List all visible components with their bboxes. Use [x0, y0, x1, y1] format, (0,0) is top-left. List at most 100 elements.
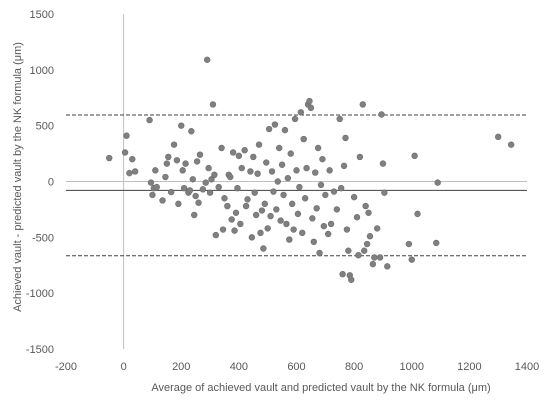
data-point [434, 179, 441, 186]
data-point [330, 188, 338, 195]
data-point [337, 185, 345, 192]
x-tick-label: 200 [172, 361, 190, 373]
data-point [327, 220, 335, 228]
data-point [242, 202, 250, 210]
data-point [376, 254, 384, 261]
x-tick-label: 400 [230, 361, 248, 373]
data-point [378, 111, 385, 118]
data-point [309, 215, 316, 222]
data-point [203, 56, 211, 63]
data-point [234, 185, 241, 192]
data-point [147, 179, 155, 186]
data-point [379, 160, 387, 167]
data-point [173, 157, 181, 164]
data-point [206, 189, 214, 196]
data-point [175, 200, 182, 208]
data-point [165, 153, 172, 161]
data-point [189, 176, 196, 183]
data-point [123, 132, 130, 139]
data-point [152, 167, 159, 174]
data-point [333, 206, 341, 213]
data-point [326, 167, 333, 174]
data-point [248, 234, 256, 241]
data-point [254, 170, 261, 177]
data-point [306, 97, 313, 105]
data-point [291, 115, 299, 123]
data-point [414, 210, 421, 218]
x-tick-label: 1400 [515, 361, 539, 373]
y-tick-label: -500 [32, 232, 54, 244]
data-point [310, 238, 317, 246]
data-point [300, 135, 307, 143]
data-point [290, 226, 297, 233]
data-point [373, 225, 381, 232]
x-tick-labels: -200 0 200 400 600 800 1000 1200 1400 [55, 361, 539, 373]
data-point [218, 144, 225, 152]
data-point [270, 188, 277, 195]
data-point [293, 167, 300, 174]
data-point [106, 154, 113, 162]
data-point [342, 134, 349, 142]
data-point [180, 185, 188, 192]
data-point [365, 209, 372, 216]
data-point [371, 254, 378, 261]
data-point [299, 229, 306, 237]
data-point [227, 173, 234, 181]
data-point [199, 186, 207, 193]
data-point [348, 276, 355, 283]
data-point [384, 263, 391, 270]
data-point [362, 202, 369, 210]
y-tick-label: -1000 [26, 288, 54, 300]
data-point [355, 252, 362, 259]
data-point [224, 202, 231, 210]
data-point [408, 256, 415, 263]
data-point [167, 188, 175, 196]
data-point [192, 192, 199, 200]
data-point [202, 179, 209, 186]
data-point [232, 209, 240, 216]
data-point [411, 152, 418, 160]
y-axis-title: Achieved vault - predicted vault by the … [12, 42, 24, 312]
data-point [343, 226, 351, 233]
data-point [153, 183, 160, 191]
data-point [261, 200, 269, 208]
data-point [359, 101, 366, 108]
data-point [260, 245, 267, 252]
data-point [336, 115, 343, 123]
y-tick-label: 0 [48, 177, 54, 189]
data-point [238, 164, 245, 172]
data-point [252, 211, 260, 219]
data-point [247, 168, 254, 175]
data-point [296, 183, 303, 191]
data-point [274, 178, 281, 185]
data-point [208, 176, 215, 183]
data-point [320, 222, 328, 230]
data-point [263, 159, 270, 166]
data-point [195, 199, 202, 206]
data-point [278, 161, 286, 168]
y-tick-labels: -1500 -1000 -500 0 500 1000 1500 [26, 9, 54, 356]
data-point [271, 121, 279, 128]
data-point [196, 151, 204, 158]
data-point [287, 150, 294, 157]
x-axis-title: Average of achieved vault and predicted … [151, 382, 490, 394]
data-point [244, 196, 251, 203]
x-tick-label: 1000 [400, 361, 424, 373]
data-point [212, 231, 220, 239]
data-point [319, 155, 326, 163]
data-point [276, 144, 283, 152]
data-point [268, 168, 276, 175]
data-point [179, 167, 186, 174]
data-point [121, 149, 129, 156]
data-point [381, 189, 388, 196]
data-point [159, 197, 166, 204]
data-point [188, 128, 195, 135]
y-tick-label: -1500 [26, 344, 54, 356]
data-point [507, 141, 515, 148]
data-point [277, 217, 284, 224]
data-point [345, 247, 352, 254]
x-tick-label: 800 [345, 361, 363, 373]
data-point [209, 101, 217, 108]
data-point [178, 122, 185, 129]
